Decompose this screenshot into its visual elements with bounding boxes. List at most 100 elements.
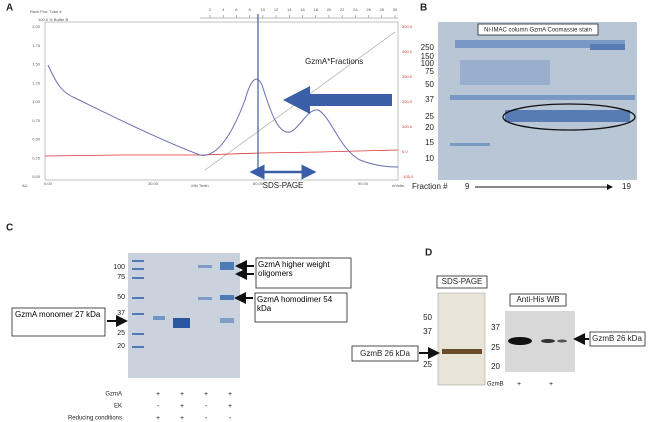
top-tick-label: 8 — [249, 7, 252, 12]
title-box — [436, 275, 488, 289]
sign: - — [157, 403, 160, 410]
sign: + — [156, 415, 160, 422]
top-tick-label: 18 — [313, 7, 318, 12]
blot-title: Anti-His WB — [516, 295, 559, 304]
marker-label: 37 — [117, 310, 125, 317]
marker-label: 75 — [425, 67, 434, 76]
top-tick-label: 22 — [340, 7, 345, 12]
gel-image — [128, 253, 240, 378]
y-tick-label: 0.50 — [32, 137, 41, 142]
sign: + — [549, 381, 553, 388]
marker-label: 50 — [425, 80, 434, 89]
gel-band — [442, 349, 482, 354]
gel-bands — [450, 40, 635, 146]
marker-label: 75 — [117, 274, 125, 281]
sign: + — [228, 391, 232, 398]
fraction-end: 19 — [622, 182, 631, 191]
y-tick-label: 1.75 — [32, 43, 41, 48]
title-box — [477, 23, 599, 36]
sign: + — [517, 381, 521, 388]
top-tick-label: 20 — [327, 7, 332, 12]
panel-a: A GzmA*Fractions SDS-PAGE AU mVolts Min … — [6, 3, 414, 190]
annotation-box — [351, 345, 419, 362]
row-label: GzmB — [487, 382, 504, 388]
x-tick-label: 0.00 — [44, 181, 53, 186]
y2-tick-label: -100.0 — [402, 174, 414, 179]
row-label: EK — [114, 404, 122, 410]
sign: - — [205, 415, 208, 422]
marker-label: 20 — [117, 343, 125, 350]
marker-label: 25 — [425, 112, 434, 121]
annotation-box — [11, 307, 106, 337]
marker-label: 20 — [425, 123, 434, 132]
sign: + — [180, 403, 184, 410]
marker-label: 37 — [423, 327, 432, 336]
x-label: Min Tenth — [191, 183, 208, 188]
header-text: 100.0 % Buffer B — [38, 17, 69, 22]
marker-label: 25 — [491, 343, 500, 352]
sign: - — [229, 415, 232, 422]
y-tick-label: 1.25 — [32, 80, 41, 85]
marker-label: 10 — [425, 154, 434, 163]
conductivity-line — [44, 149, 399, 157]
marker-label: 37 — [425, 95, 434, 104]
top-tick-label: 4 — [222, 7, 225, 12]
gel-title: Ni-IMAC column GzmA Coomassie stain — [484, 28, 592, 34]
y-tick-label: 0.25 — [32, 155, 41, 160]
y-tick-label: 1.00 — [32, 99, 41, 104]
annotation: GzmA monomer 27 kDa — [15, 310, 101, 319]
row-label: Reducing conditions — [68, 416, 122, 422]
y2-tick-label: 400.0 — [402, 49, 413, 54]
x-tick-label: 90.00 — [358, 181, 369, 186]
panel-label: C — [6, 223, 13, 234]
top-tick-label: 30 — [393, 7, 398, 12]
row-label: GzmA — [105, 392, 122, 398]
gel-title: SDS-PAGE — [442, 277, 483, 286]
sign: + — [228, 403, 232, 410]
marker-label: 25 — [423, 360, 432, 369]
panel-label: D — [425, 248, 432, 259]
marker-label: 20 — [491, 362, 500, 371]
y2-tick-label: 100.0 — [402, 124, 413, 129]
sign: + — [156, 391, 160, 398]
annotation-box — [589, 331, 646, 347]
marker-label: 100 — [113, 264, 125, 271]
top-tick-label: 26 — [366, 7, 371, 12]
annotation: GzmA higher weight oligomers — [258, 260, 330, 278]
blot-band — [541, 339, 555, 343]
panel-label: A — [6, 3, 13, 14]
top-tick-label: 10 — [261, 7, 266, 12]
unit: AU — [22, 183, 28, 188]
gel-bands — [132, 260, 234, 348]
panel-c: C GzmA higher weight oligomers GzmA homo… — [6, 223, 352, 422]
blot-band — [557, 339, 567, 343]
x-tick-label: 60.00 — [253, 181, 264, 186]
sign: + — [180, 415, 184, 422]
annotation: GzmA homodimer 54 kDa — [257, 295, 333, 313]
annotation-box — [255, 257, 352, 289]
gel-image — [437, 292, 486, 386]
header-text: Rack Pos: Tube # — [30, 9, 62, 14]
marker-label: 15 — [425, 138, 434, 147]
top-tick-label: 2 — [209, 7, 212, 12]
y-tick-label: 0.00 — [32, 174, 41, 179]
top-tick-label: 12 — [274, 7, 279, 12]
sign: + — [180, 391, 184, 398]
y2-tick-label: 200.0 — [402, 99, 413, 104]
y-tick-label: 0.75 — [32, 118, 41, 123]
y2-tick-label: 0.0 — [402, 149, 408, 154]
highlight-ellipse — [502, 103, 636, 131]
top-tick-label: 6 — [235, 7, 238, 12]
fraction-start: 9 — [465, 182, 470, 191]
uv-trace — [47, 64, 399, 168]
marker-label: 50 — [423, 313, 432, 322]
top-tick-label: 24 — [353, 7, 358, 12]
annotation: SDS-PAGE — [263, 181, 304, 190]
y-tick-label: 2.00 — [32, 24, 41, 29]
panel-label: B — [420, 3, 427, 14]
unit: mVolts — [392, 183, 404, 188]
blot-band — [508, 337, 532, 345]
x-tick-label: 30.00 — [148, 181, 159, 186]
top-tick-label: 28 — [380, 7, 385, 12]
